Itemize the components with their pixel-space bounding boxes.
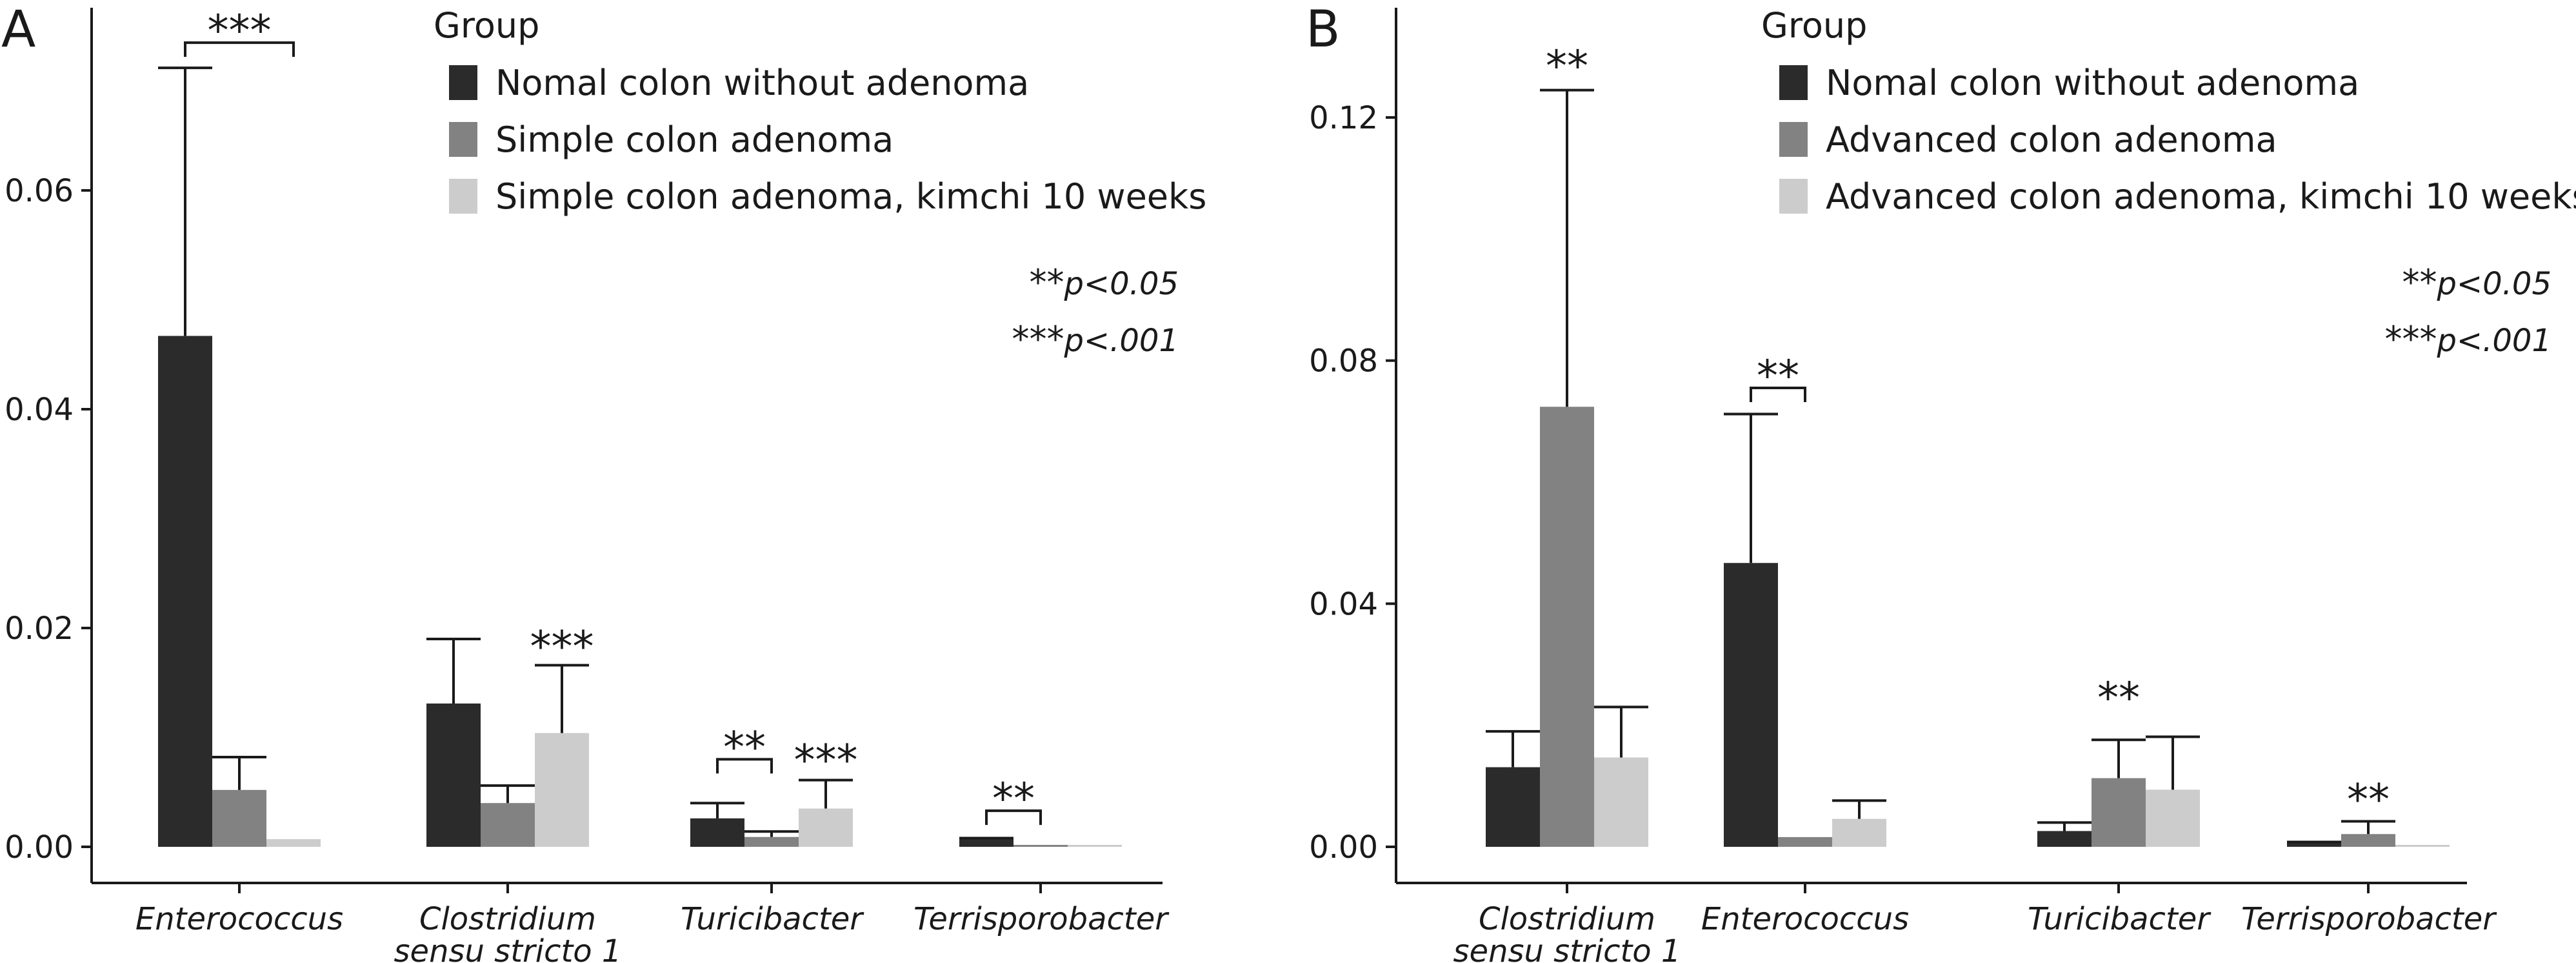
p-value-note-stars: ** bbox=[1029, 262, 1064, 303]
p-value-note-stars: *** bbox=[1012, 319, 1064, 360]
bar bbox=[2146, 789, 2200, 847]
x-tick-label: Clostridium bbox=[1479, 901, 1655, 937]
p-value-note: ***p<.001 bbox=[1012, 319, 1179, 360]
legend-swatch bbox=[1779, 65, 1808, 100]
legend-title: Group bbox=[1761, 5, 1867, 46]
bar bbox=[212, 789, 266, 847]
legend-swatch bbox=[449, 122, 477, 157]
bar bbox=[426, 703, 481, 847]
significance-bracket bbox=[716, 758, 773, 774]
panel-a: A 0.00 0.02 0.04 0.06 Enterococcus Clostridium… bbox=[1, 1, 1206, 963]
y-tick-label: 0.04 bbox=[1309, 586, 1378, 622]
legend-label: Simple colon adenoma, kimchi 10 weeks bbox=[495, 176, 1206, 217]
significance-label: *** bbox=[530, 622, 594, 671]
bar bbox=[266, 839, 321, 847]
y-tick-label: 0.02 bbox=[5, 611, 74, 647]
y-tick-label: 0.00 bbox=[1309, 829, 1378, 866]
x-tick-label: Clostridium bbox=[419, 901, 596, 937]
significance-label: *** bbox=[208, 6, 272, 56]
bar bbox=[959, 839, 1013, 847]
p-value-note: ***p<.001 bbox=[2384, 319, 2551, 360]
bar bbox=[690, 818, 744, 847]
significance-label: ** bbox=[2347, 775, 2390, 824]
x-tick-label: Enterococcus bbox=[1701, 901, 1909, 937]
x-tick-label: sensu stricto 1 bbox=[1453, 933, 1681, 963]
p-value-note-threshold: p<0.05 bbox=[2436, 266, 2551, 302]
bar bbox=[1724, 563, 1778, 847]
panel-letter: B bbox=[1306, 1, 1341, 59]
p-value-note: **p<0.05 bbox=[1029, 262, 1179, 303]
significance-label: ** bbox=[1757, 351, 1799, 401]
legend-swatch bbox=[1779, 122, 1808, 157]
significance-label: ** bbox=[1546, 41, 1588, 91]
bar bbox=[1068, 845, 1122, 847]
bar bbox=[1486, 767, 1540, 847]
legend-swatch bbox=[449, 65, 477, 100]
bar bbox=[481, 803, 535, 847]
bar bbox=[2395, 845, 2450, 847]
significance-bracket bbox=[184, 41, 295, 57]
bar bbox=[158, 336, 212, 847]
legend-label: Advanced colon adenoma bbox=[1826, 119, 2277, 160]
bar bbox=[799, 808, 853, 847]
bar bbox=[535, 733, 589, 847]
x-tick-label: Terrisporobacter bbox=[914, 901, 1170, 937]
p-value-note-threshold: p<0.05 bbox=[1063, 266, 1179, 302]
bar bbox=[744, 836, 799, 847]
bar bbox=[1778, 836, 1832, 847]
legend-label: Advanced colon adenoma, kimchi 10 weeks bbox=[1826, 176, 2576, 217]
p-value-note-stars: ** bbox=[2402, 262, 2437, 303]
y-tick-label: 0.06 bbox=[5, 173, 74, 209]
y-tick-label: 0.00 bbox=[5, 829, 74, 866]
y-tick-label: 0.12 bbox=[1309, 100, 1378, 136]
legend-swatch bbox=[449, 179, 477, 214]
y-tick-label: 0.08 bbox=[1309, 343, 1378, 380]
bar bbox=[2341, 834, 2395, 847]
significance-bracket bbox=[985, 809, 1042, 826]
bar bbox=[1832, 818, 1886, 847]
x-tick-label: Turicibacter bbox=[681, 901, 864, 937]
legend-label: Nomal colon without adenoma bbox=[1826, 63, 2359, 103]
legend-title: Group bbox=[434, 5, 539, 46]
panel-letter: A bbox=[1, 1, 35, 59]
legend-label: Simple colon adenoma bbox=[495, 119, 894, 160]
p-value-note-threshold: p<.001 bbox=[1063, 323, 1179, 359]
significance-label: ** bbox=[992, 774, 1035, 824]
significance-label: *** bbox=[794, 736, 858, 786]
bar bbox=[1013, 845, 1068, 847]
significance-bracket bbox=[1750, 387, 1806, 403]
legend-label: Nomal colon without adenoma bbox=[495, 63, 1029, 103]
significance-label: ** bbox=[723, 722, 766, 772]
bar bbox=[1594, 757, 1648, 847]
bar bbox=[2037, 831, 2092, 847]
bar bbox=[1540, 407, 1594, 847]
p-value-note-stars: *** bbox=[2384, 319, 2437, 360]
bar bbox=[2092, 778, 2146, 847]
legend-swatch bbox=[1779, 179, 1808, 214]
y-tick-label: 0.04 bbox=[5, 392, 74, 428]
p-value-note-threshold: p<.001 bbox=[2436, 323, 2551, 359]
x-tick-label: Turicibacter bbox=[2028, 901, 2212, 937]
x-tick-label: Terrisporobacter bbox=[2241, 901, 2497, 937]
x-tick-label: Enterococcus bbox=[135, 901, 343, 937]
x-tick-label: sensu stricto 1 bbox=[394, 933, 622, 963]
significance-label: ** bbox=[2097, 673, 2140, 723]
bar bbox=[2287, 842, 2341, 847]
p-value-note: **p<0.05 bbox=[2402, 262, 2551, 303]
